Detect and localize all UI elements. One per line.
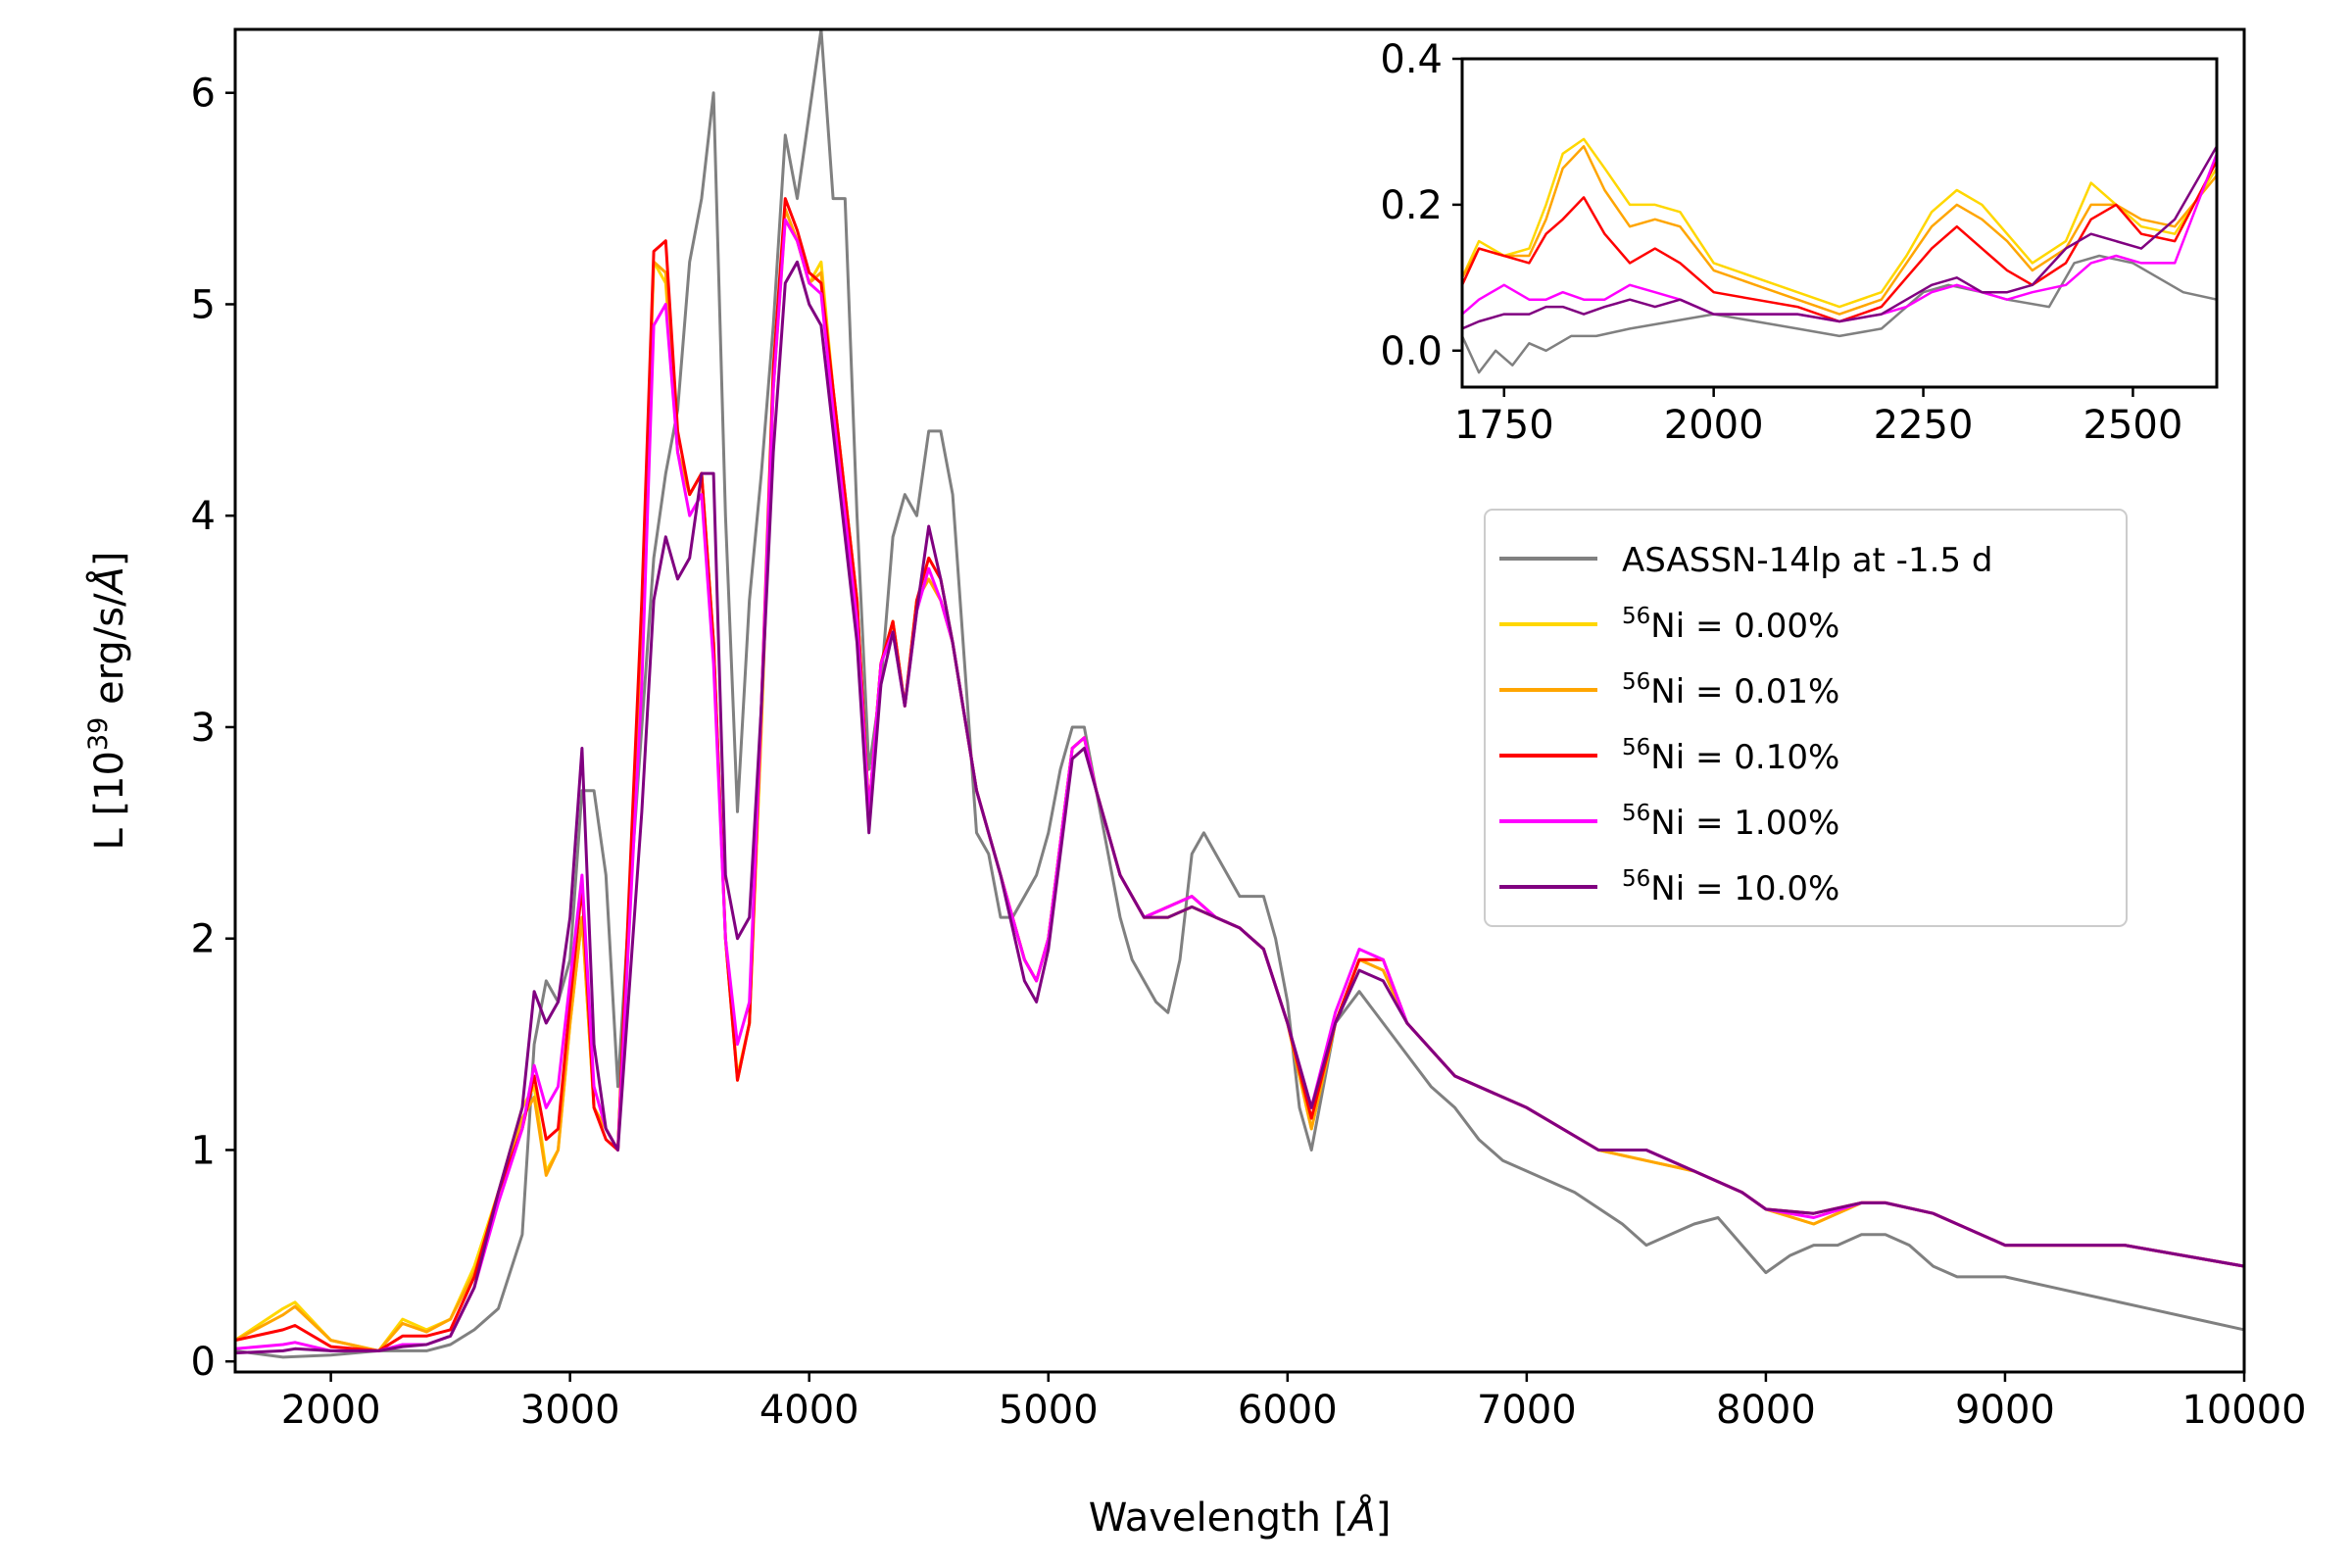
inset-background [1462,59,2217,387]
main-axes-frame [233,27,2246,1374]
y-axis-label-rest: erg/s/ [87,593,132,717]
legend-isotope: 56 [1622,735,1650,760]
main-y-tick-label: 5 [191,282,216,327]
inset-series-56ni-0-00 [1462,137,2217,309]
main-y-tick-label: 0 [191,1340,216,1385]
x-axis-label-text: Wavelength [ [1089,1495,1349,1541]
inset-y-tick-label: 0.2 [1380,183,1443,228]
inset-axes-frame [1460,57,2219,389]
legend-label-text: Ni = 0.01% [1650,672,1839,711]
legend-label-text: Ni = 0.00% [1650,607,1839,646]
inset-y-ticks: 0.0 0.2 0.4 [1380,37,1462,374]
legend-isotope: 56 [1622,801,1650,826]
inset-y-tick-label: 0.0 [1380,329,1443,374]
main-y-tick-label: 1 [191,1128,216,1173]
inset-series-56ni-10-0 [1462,145,2217,330]
legend-label: 56Ni = 0.01% [1622,669,1839,711]
y-axis-label-text: L [10 [87,751,132,851]
x-axis-label-unit: Å [1346,1494,1375,1541]
main-y-tick-label: 2 [191,917,216,962]
x-axis-label: Wavelength [Å] [1089,1494,1392,1541]
inset-x-ticks: 1750 2000 2250 2500 [1454,387,2182,448]
main-x-tick-label: 10000 [2181,1388,2306,1433]
legend-entry-ni-1-00: 56Ni = 1.00% [1499,801,1839,843]
y-axis-label: L [1039 erg/s/Å] [83,551,132,850]
legend-label: 56Ni = 0.10% [1622,735,1839,777]
legend-entry-asassn-14lp-at-1-5-d: ASASSN-14lp at -1.5 d [1499,541,1992,580]
main-x-tick-label: 8000 [1716,1388,1816,1433]
main-x-tick-label: 2000 [281,1388,381,1433]
inset-y-tick-label: 0.4 [1380,37,1443,82]
main-x-tick-label: 6000 [1238,1388,1338,1433]
main-y-ticks: 0 1 2 3 4 5 6 [191,72,235,1385]
inset-x-tick-label: 2000 [1664,403,1764,448]
legend-label: ASASSN-14lp at -1.5 d [1622,541,1992,580]
legend-isotope: 56 [1622,866,1650,892]
legend-label: 56Ni = 0.00% [1622,604,1839,646]
legend-box [1484,509,2128,927]
inset-x-tick-label: 1750 [1454,403,1554,448]
inset-series-56ni-0-01 [1462,145,2217,316]
legend-label-text: Ni = 10.0% [1650,869,1839,908]
main-x-ticks: 2000 3000 4000 5000 6000 7000 8000 9000 10000 [281,1372,2307,1433]
main-x-tick-label: 7000 [1477,1388,1577,1433]
inset-x-tick-label: 2250 [1874,403,1974,448]
legend-entry-ni-0-10: 56Ni = 0.10% [1499,735,1839,777]
x-axis-label-close: ] [1376,1495,1392,1541]
legend-label-text: Ni = 0.10% [1650,738,1839,777]
inset-x-tick-label: 2500 [2083,403,2183,448]
legend-entry-ni-0-00: 56Ni = 0.00% [1499,604,1839,646]
main-x-tick-label: 4000 [760,1388,859,1433]
y-axis-label-close: ] [87,551,132,566]
main-series-group [235,29,2244,1359]
inset-series-asassn-14lp-at-1-5-d [1462,254,2217,374]
inset-plot: 1750 2000 2250 2500 0.0 0.2 0.4 [1380,37,2219,448]
legend-label: 56Ni = 1.00% [1622,801,1839,843]
main-plot: 2000 3000 4000 5000 6000 7000 8000 9000 10000 0 1… [83,27,2307,1541]
legend-label-text: Ni = 1.00% [1650,804,1839,843]
main-y-tick-label: 4 [191,494,216,539]
legend-isotope: 56 [1622,669,1650,695]
main-x-tick-label: 5000 [999,1388,1099,1433]
legend-isotope: 56 [1622,604,1650,629]
legend-entry-ni-10-0: 56Ni = 10.0% [1499,866,1839,908]
legend-entry-ni-0-01: 56Ni = 0.01% [1499,669,1839,711]
main-x-tick-label: 9000 [1955,1388,2055,1433]
main-y-tick-label: 3 [191,706,216,751]
inset-series-group [1462,137,2217,374]
y-axis-label-unit: Å [85,566,132,596]
legend-label: 56Ni = 10.0% [1622,866,1839,908]
main-x-tick-label: 3000 [520,1388,620,1433]
main-y-tick-label: 6 [191,72,216,117]
y-axis-label-exponent: 39 [83,717,114,751]
main-series-56ni-10-0 [235,260,2244,1355]
